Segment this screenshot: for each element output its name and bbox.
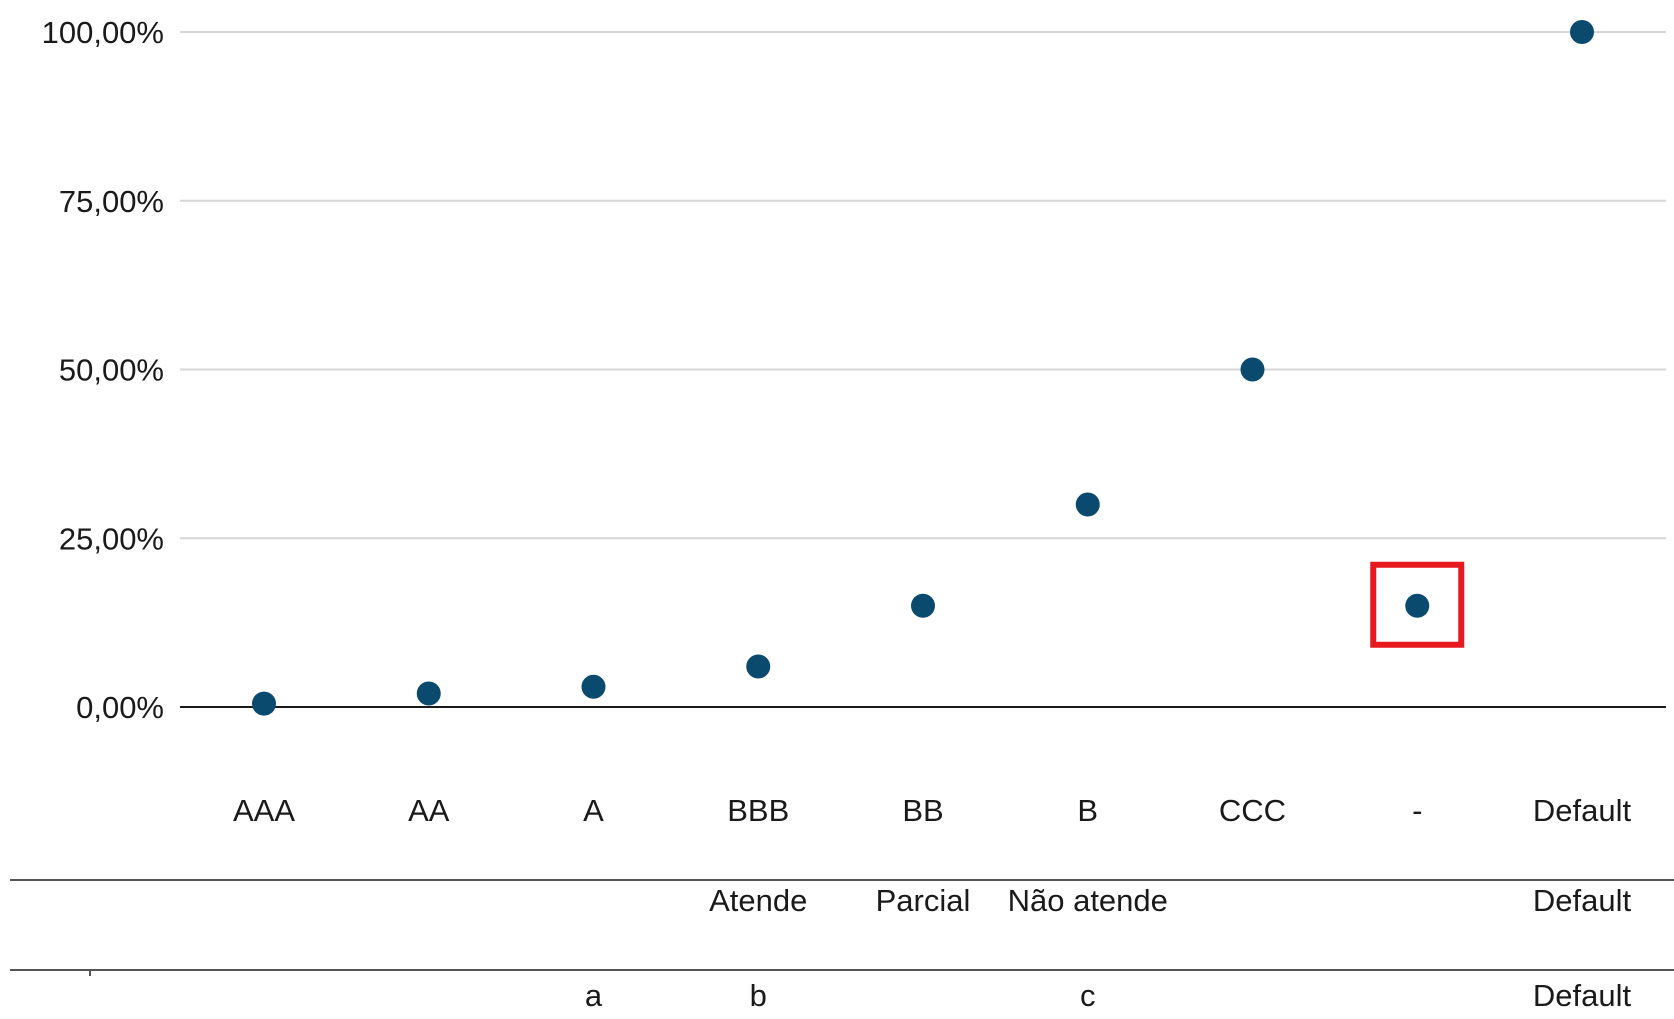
table-cell-label: Não atende [1008, 883, 1168, 918]
data-point [1405, 593, 1430, 618]
data-point [746, 654, 771, 679]
data-point [1075, 492, 1100, 517]
x-axis-category-labels: AAA AA A BBB BB B CCC - Default [233, 793, 1632, 828]
y-axis-tick-labels: 0,00% 25,00% 50,00% 75,00% 100,00% [42, 15, 164, 725]
y-tick-label: 0,00% [76, 690, 164, 725]
x-tick-label: BB [902, 793, 943, 828]
table-cell-label: Parcial [876, 883, 971, 918]
x-tick-label: - [1412, 793, 1422, 828]
x-tick-label: BBB [727, 793, 789, 828]
x-tick-label: A [583, 793, 604, 828]
highlight-box [1370, 561, 1465, 648]
y-tick-label: 75,00% [59, 184, 164, 219]
x-tick-label: CCC [1219, 793, 1286, 828]
category-mapping-table: Atende Parcial Não atende Default a b c Default [10, 879, 1674, 1013]
data-point [252, 691, 276, 716]
x-tick-label: AAA [233, 793, 295, 828]
table-cell-label: a [585, 978, 603, 1013]
table-cell-label: Atende [709, 883, 807, 918]
gridlines [180, 31, 1666, 540]
table-cell-label: Default [1533, 883, 1632, 918]
x-tick-label: Default [1533, 793, 1632, 828]
data-point [911, 593, 935, 618]
table-cell-label: b [750, 978, 767, 1013]
y-tick-label: 100,00% [42, 15, 164, 50]
table-cell-label: c [1080, 978, 1096, 1013]
data-point [416, 681, 441, 706]
data-point [1570, 20, 1594, 44]
data-points [252, 20, 1594, 716]
x-tick-label: B [1077, 793, 1098, 828]
table-cell-label: Default [1533, 978, 1632, 1013]
y-tick-label: 50,00% [59, 353, 164, 388]
y-tick-label: 25,00% [59, 521, 164, 556]
x-tick-label: AA [408, 793, 450, 828]
data-point [1240, 357, 1265, 382]
data-point [581, 674, 606, 699]
